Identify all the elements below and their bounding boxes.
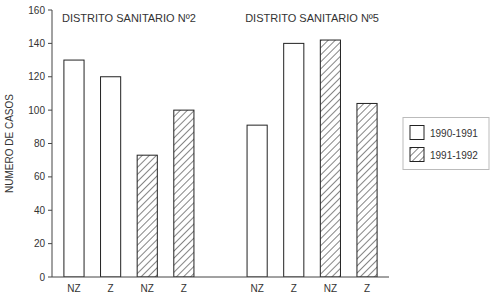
y-axis-label: NUMERO DE CASOS (4, 94, 15, 193)
y-tick (48, 110, 52, 111)
chart: 020406080100120140160NUMERO DE CASOSNZZN… (0, 0, 491, 303)
bar (137, 155, 157, 277)
y-tick (48, 210, 52, 211)
x-tick-label: NZ (141, 283, 154, 294)
chart-container: 020406080100120140160NUMERO DE CASOSNZZN… (0, 0, 491, 303)
legend-swatch (410, 148, 424, 162)
bar (320, 40, 340, 277)
y-tick-label: 80 (34, 138, 46, 149)
y-tick-label: 100 (28, 105, 45, 116)
y-tick-label: 20 (34, 238, 46, 249)
y-tick (48, 76, 52, 77)
x-tick-label: NZ (67, 283, 80, 294)
y-tick (48, 277, 52, 278)
bar (247, 125, 267, 277)
y-axis: 0 20 40 60 80 100 120 140 160 (28, 5, 52, 283)
y-tick-label: 40 (34, 205, 46, 216)
y-tick (48, 176, 52, 177)
bar (357, 103, 377, 277)
legend-frame (403, 118, 489, 170)
y-tick-label: 60 (34, 171, 46, 182)
group-title: DISTRITO SANITARIO Nº2 (62, 12, 196, 24)
bar (101, 77, 121, 277)
legend-label: 1990-1991 (430, 128, 478, 139)
x-tick-label: Z (291, 283, 297, 294)
y-tick-label: 140 (28, 38, 45, 49)
x-tick-label: NZ (324, 283, 337, 294)
y-tick (48, 243, 52, 244)
y-tick-label: 120 (28, 71, 45, 82)
bar (284, 43, 304, 277)
legend-label: 1991-1992 (430, 150, 478, 161)
bar (174, 110, 194, 277)
x-axis-line (52, 277, 389, 278)
x-tick-label: Z (108, 283, 114, 294)
bar (64, 60, 84, 277)
y-tick-label: 0 (39, 272, 45, 283)
y-tick-label: 160 (28, 5, 45, 16)
legend: 1990-1991 1991-1992 (403, 118, 489, 170)
y-tick (48, 43, 52, 44)
y-tick (48, 10, 52, 11)
y-tick (48, 143, 52, 144)
bars (64, 40, 377, 277)
legend-swatch (410, 126, 424, 140)
x-tick-label: Z (364, 283, 370, 294)
x-tick-label: Z (181, 283, 187, 294)
x-tick-label: NZ (250, 283, 263, 294)
x-axis: NZ Z NZ Z NZ Z NZ Z (52, 277, 389, 294)
group-title: DISTRITO SANITARIO Nº5 (245, 12, 379, 24)
